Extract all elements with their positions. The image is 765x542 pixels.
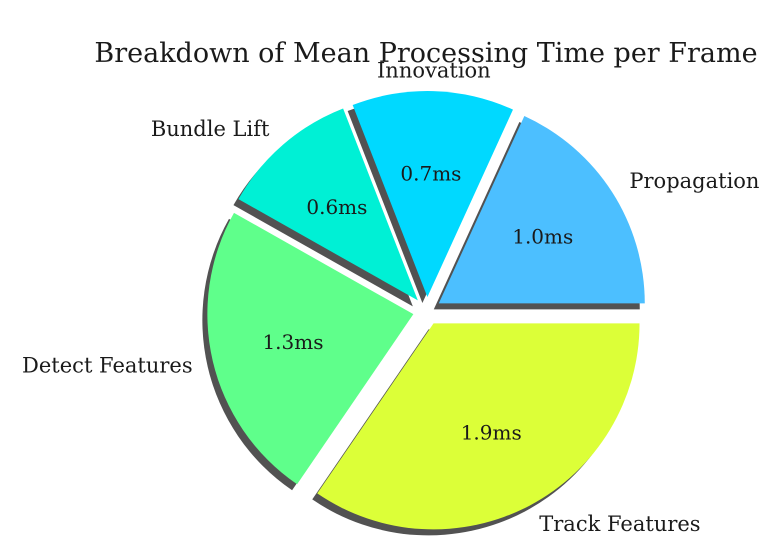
pie-slices (207, 91, 645, 530)
pie-slice-innovation (352, 91, 513, 298)
pie-slice-propagation (438, 116, 645, 304)
pie-labels: 1.0ms Propagation 0.7ms Innovation 0.6ms Bund… (22, 58, 759, 535)
slice-value-label-track-features: 1.9ms (461, 421, 522, 445)
slice-value-label-detect-features: 1.3ms (262, 330, 323, 354)
slice-category-label-propagation: Propagation (629, 169, 759, 193)
slice-category-label-track-features: Track Features (539, 512, 700, 536)
slice-category-label-bundle-lift: Bundle Lift (151, 117, 270, 141)
pie-slice-track-features (317, 323, 640, 530)
pie-slice-bundle-lift (238, 108, 418, 301)
slice-value-label-innovation: 0.7ms (400, 161, 461, 185)
slice-category-label-detect-features: Detect Features (22, 353, 193, 377)
slice-value-label-propagation: 1.0ms (512, 225, 573, 249)
pie-slice-detect-features (207, 212, 414, 485)
slice-value-label-bundle-lift: 0.6ms (306, 195, 367, 219)
chart-title: Breakdown of Mean Processing Time per Fr… (94, 38, 757, 69)
slice-category-label-innovation: Innovation (377, 58, 491, 82)
